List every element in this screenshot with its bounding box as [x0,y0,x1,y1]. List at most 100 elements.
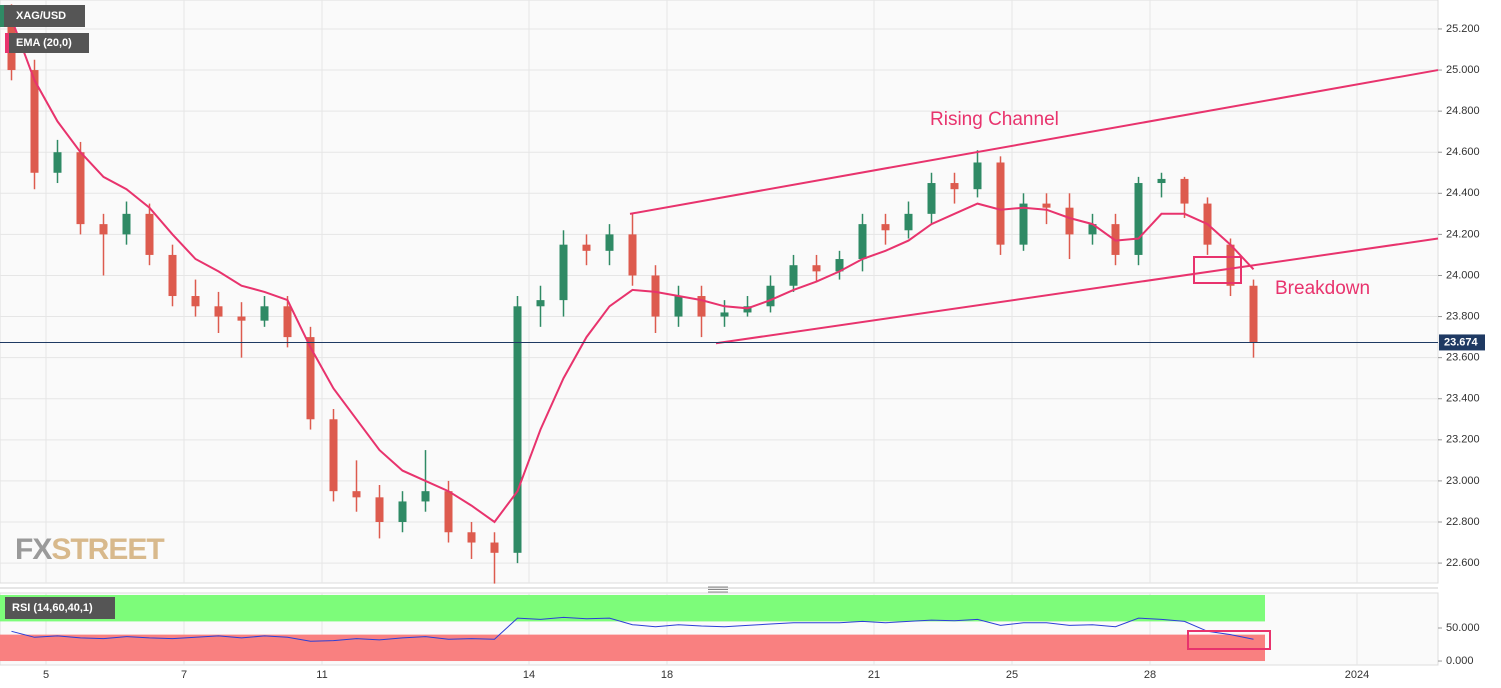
x-tick-label: 14 [523,669,535,681]
rsi-box [1187,630,1271,650]
candle-body [352,491,361,498]
y-tick-label: 50.000 [1446,622,1480,634]
candle-body [766,285,775,307]
resize-handle[interactable] [708,586,728,593]
candle-body [1019,203,1028,245]
y-tick-label: 23.400 [1446,393,1480,405]
x-tick-label: 5 [43,669,49,681]
candle-body [490,542,499,553]
y-tick-label: 22.800 [1446,516,1480,528]
marks: 5 7 11 14 18 21 25 28 2024 22.600 22.800 23.000 23.2… [0,4,1485,681]
candle-body [1088,224,1097,235]
candle-body [375,497,384,522]
candle-body [812,265,821,272]
last-price-box [1439,334,1485,351]
candle-body [306,337,315,420]
annotation: Breakdown [1275,278,1370,299]
candle-body [122,213,131,235]
main-plot-area [0,0,1439,584]
channel-line [715,237,1439,345]
grid [0,0,1438,665]
candle-body [881,224,890,231]
x-tick-label: 21 [868,669,880,681]
rsi-lower-band [0,634,1265,662]
y-tick-label: 0.000 [1446,655,1474,667]
x-tick-label: 2024 [1345,669,1369,681]
candle-body [927,183,936,214]
legend-box [0,5,85,27]
candle-body [904,213,913,231]
y-tick-label: 23.200 [1446,434,1480,446]
candle-body [789,265,798,286]
candle-body [628,234,637,276]
candle-body [513,306,522,553]
y-tick-label: 24.800 [1446,105,1480,117]
legend-box [5,33,89,53]
y-tick-label: 24.600 [1446,146,1480,158]
rsi-line [11,616,1254,642]
candle-body [283,306,292,338]
candle-body [1180,178,1189,204]
y-tick-label: 25.200 [1446,23,1480,35]
candle-body [467,532,476,543]
candle-body [237,316,246,321]
legend-title: XAG/USD [16,10,66,22]
candle-body [1042,203,1051,208]
breakdown-box [1193,256,1242,284]
candle-body [76,152,85,225]
x-tick-label: 7 [181,669,187,681]
candle-body [950,183,959,190]
x-tick-label: 11 [316,669,327,681]
watermark-fx: FX [15,533,52,566]
candle-body [605,234,614,251]
watermark: FXSTREET [15,533,164,566]
candle-body [214,306,223,317]
candle-body [1134,183,1143,255]
y-tick-label: 24.200 [1446,228,1480,240]
candle-body [99,224,108,235]
candle-body [720,312,729,317]
channel-line [629,69,1439,215]
candle-body [697,296,706,317]
candle-body [536,300,545,307]
candle-body [559,244,568,301]
legend-box [5,597,115,619]
candle-body [973,162,982,190]
legend-entry: EMA (20,0) [16,37,72,49]
ema-line [10,18,1255,524]
candle-body [996,162,1005,245]
candle-body [30,70,39,173]
candle-body [329,419,338,492]
candle-body [1249,285,1258,343]
candle-body [858,224,867,260]
candle-body [260,306,269,321]
candle-body [168,254,177,297]
candle-body [674,296,683,317]
x-tick-label: 28 [1144,669,1156,681]
candle-body [421,491,430,502]
y-tick-label: 25.000 [1446,64,1480,76]
y-tick-label: 23.600 [1446,352,1480,364]
candle-body [1226,244,1235,286]
candle-body [53,152,62,173]
y-tick-label: 23.000 [1446,475,1480,487]
legend-swatch [0,5,4,27]
rsi-upper-band [0,594,1265,622]
candle-body [191,296,200,307]
y-tick-label: 22.600 [1446,557,1480,569]
candle-body [1065,207,1074,235]
candle-body [398,501,407,522]
y-tick-label: 24.400 [1446,187,1480,199]
y-tick-label: 24.000 [1446,269,1480,281]
x-tick-label: 18 [661,669,673,681]
candle-body [651,275,660,317]
watermark-street: STREET [51,533,164,566]
candle-body [582,244,591,251]
candle-body [1157,178,1166,184]
last-price-label: 23.674 [1444,336,1479,348]
candle-body [835,259,844,272]
candle-body [743,306,752,313]
candle-body [444,491,453,533]
